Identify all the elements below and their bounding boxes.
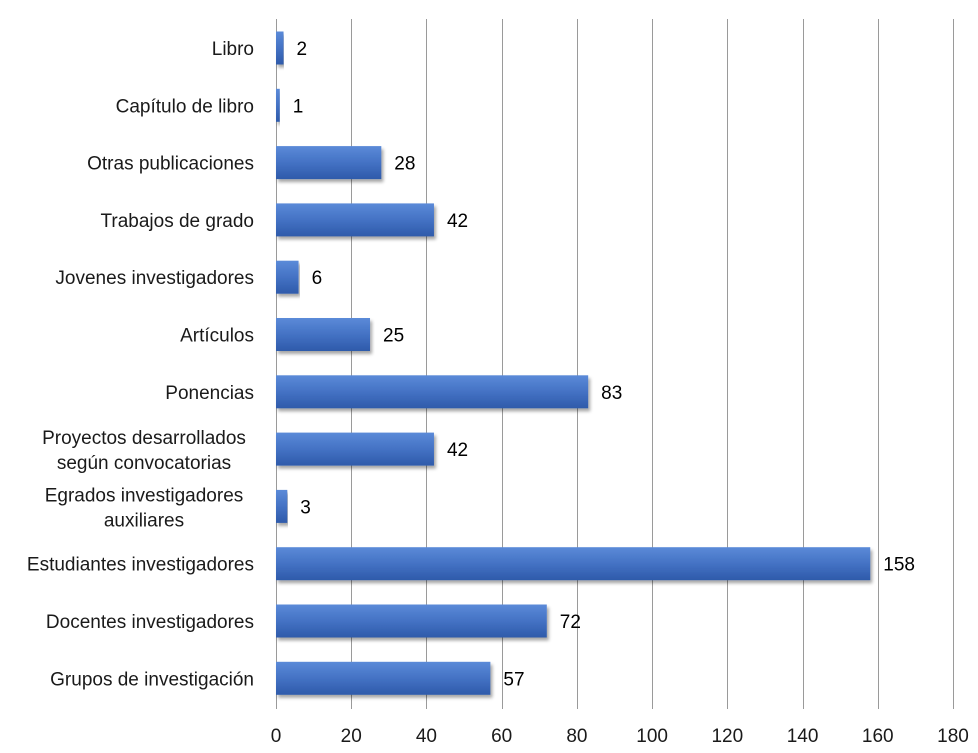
data-label: 1 bbox=[293, 96, 304, 117]
data-labels: 2 1 28 42 6 25 83 42 3 158 72 57 bbox=[293, 39, 915, 690]
x-tick-label: 80 bbox=[566, 726, 587, 747]
x-tick-label: 180 bbox=[937, 726, 969, 747]
bar bbox=[276, 146, 382, 180]
data-label: 2 bbox=[297, 39, 308, 60]
bar bbox=[276, 432, 434, 466]
bar bbox=[276, 88, 280, 122]
category-label: Libro bbox=[212, 39, 254, 60]
category-label: Ponencias bbox=[165, 383, 254, 404]
x-tick-label: 20 bbox=[341, 726, 362, 747]
bar bbox=[276, 661, 491, 695]
category-label: Trabajos de grado bbox=[100, 211, 254, 232]
category-label: Proyectos desarrollados según convocatori… bbox=[42, 428, 246, 474]
x-tick-label: 160 bbox=[862, 726, 894, 747]
category-label: Otras publicaciones bbox=[87, 154, 254, 175]
category-label: Jovenes investigadores bbox=[55, 268, 254, 289]
bar bbox=[276, 318, 371, 351]
category-label: Docentes investigadores bbox=[46, 612, 254, 633]
category-label: Artículos bbox=[180, 326, 254, 347]
category-label: Capítulo de libro bbox=[116, 96, 254, 117]
bar bbox=[276, 203, 434, 237]
category-labels: Libro Capítulo de libro Otras publicacione… bbox=[27, 39, 254, 690]
data-label: 42 bbox=[447, 440, 468, 461]
x-tick-label: 0 bbox=[271, 726, 282, 747]
bar bbox=[276, 375, 589, 409]
x-tick-label: 60 bbox=[491, 726, 512, 747]
data-label: 72 bbox=[560, 612, 581, 633]
bars bbox=[276, 31, 871, 695]
data-label: 42 bbox=[447, 211, 468, 232]
data-label: 83 bbox=[601, 383, 622, 404]
bar bbox=[276, 547, 871, 581]
data-label: 158 bbox=[883, 555, 915, 576]
x-tick-label: 40 bbox=[416, 726, 437, 747]
category-label: Grupos de investigación bbox=[50, 669, 254, 690]
data-label: 28 bbox=[394, 154, 415, 175]
bar bbox=[276, 489, 288, 523]
data-label: 57 bbox=[503, 669, 524, 690]
bar bbox=[276, 260, 299, 294]
x-tick-label: 120 bbox=[711, 726, 743, 747]
x-tick-label: 100 bbox=[636, 726, 668, 747]
data-label: 3 bbox=[300, 497, 311, 518]
x-tick-label: 140 bbox=[787, 726, 819, 747]
data-label: 6 bbox=[312, 268, 323, 289]
category-label: Estudiantes investigadores bbox=[27, 555, 254, 576]
data-label: 25 bbox=[383, 326, 404, 347]
category-label: Egrados investigadores auxiliares bbox=[45, 485, 244, 531]
bar bbox=[276, 604, 547, 638]
x-tick-labels: 0 20 40 60 80 100 120 140 160 180 bbox=[271, 726, 969, 747]
gridlines bbox=[276, 19, 954, 709]
bar bbox=[276, 31, 284, 65]
